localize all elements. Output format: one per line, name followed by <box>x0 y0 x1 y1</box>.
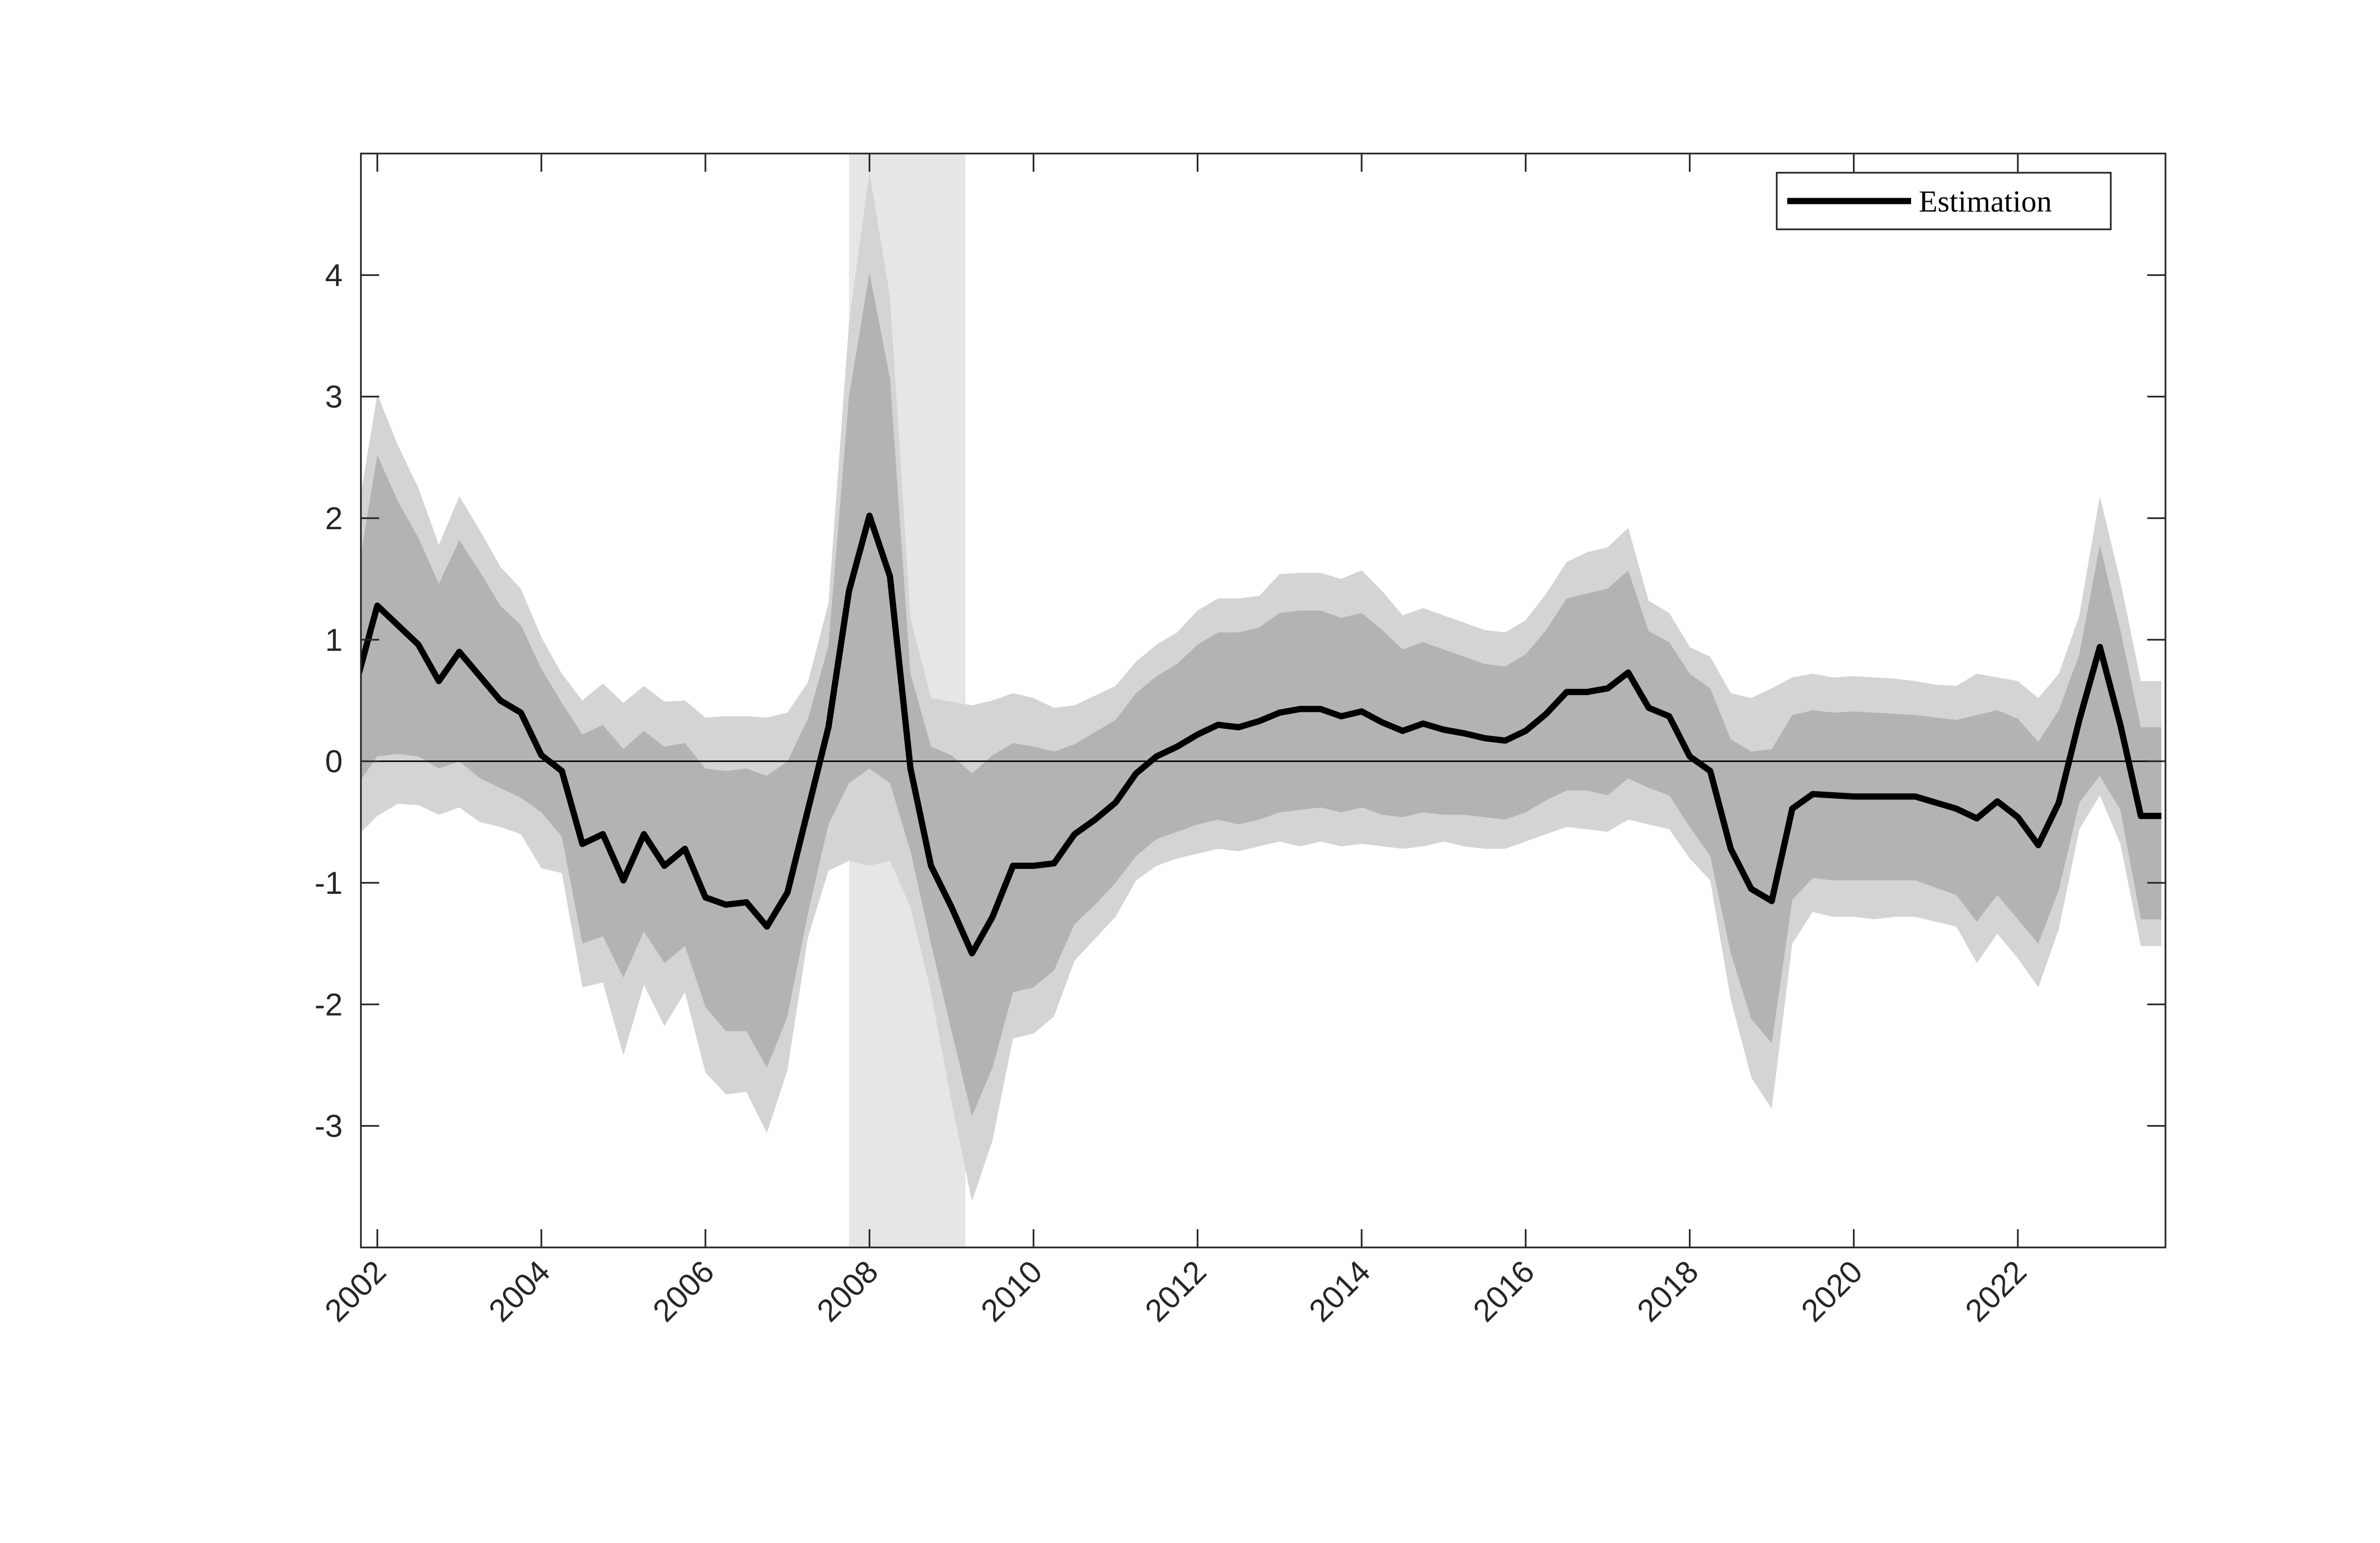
y-tick-label: -3 <box>314 1108 343 1144</box>
x-tick-label: 2020 <box>1794 1254 1869 1329</box>
x-tick-label: 2008 <box>810 1254 885 1329</box>
y-tick-label: 1 <box>325 622 343 657</box>
x-tick-label: 2004 <box>482 1254 557 1329</box>
x-tick-label: 2014 <box>1302 1254 1377 1329</box>
x-tick-label: 2022 <box>1958 1254 2033 1329</box>
x-tick-label: 2016 <box>1466 1254 1541 1329</box>
x-tick-label: 2006 <box>646 1254 721 1329</box>
y-tick-label: 4 <box>325 257 343 293</box>
legend-label-estimation: Estimation <box>1919 184 2052 218</box>
plot-area <box>361 154 2165 1247</box>
y-tick-label: -1 <box>314 865 343 901</box>
x-tick-label: 2010 <box>974 1254 1049 1329</box>
y-tick-label: 2 <box>325 500 343 536</box>
axes-box <box>360 153 2166 1248</box>
x-tick-label: 2002 <box>318 1254 393 1329</box>
x-tick-label: 2018 <box>1630 1254 1705 1329</box>
y-tick-label: 0 <box>325 744 343 779</box>
inner-confidence-band <box>361 273 2162 1116</box>
estimation-line <box>361 512 2162 957</box>
y-tick-label: 3 <box>325 379 343 415</box>
y-tick-label: -2 <box>314 986 343 1022</box>
x-tick-label: 2012 <box>1138 1254 1213 1329</box>
legend: Estimation <box>1776 172 2112 230</box>
